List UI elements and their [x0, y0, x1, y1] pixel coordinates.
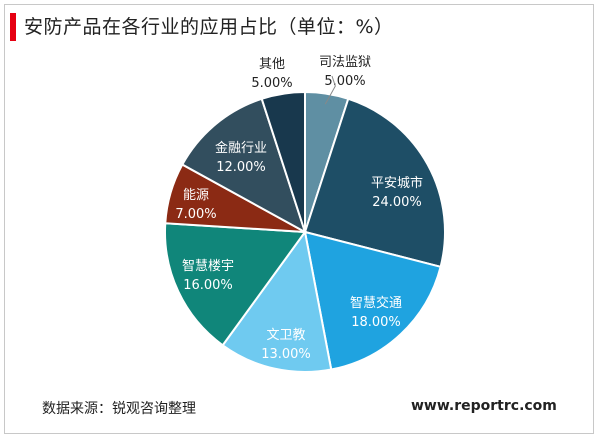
slice-category-label: 司法监狱 — [319, 55, 371, 70]
chart-title: 安防产品在各行业的应用占比（单位：%） — [24, 16, 394, 38]
leader-line — [324, 75, 336, 105]
slice-value-label: 12.00% — [216, 160, 266, 175]
slice-value-label: 5.00% — [324, 74, 365, 89]
slice-category-label: 能源 — [183, 188, 209, 203]
slice-value-label: 24.00% — [372, 195, 422, 210]
slice-category-label: 文卫教 — [266, 327, 305, 343]
pie-slice-7 — [180, 97, 307, 235]
slice-category-label: 智慧交通 — [350, 295, 402, 311]
slice-value-label: 13.00% — [261, 347, 311, 362]
slice-value-label: 5.00% — [251, 76, 292, 91]
pie-slice-5 — [164, 222, 307, 347]
slice-category-label: 其他 — [259, 57, 285, 72]
title-accent-bar — [10, 13, 16, 41]
slice-category-label: 金融行业 — [215, 140, 267, 156]
slice-category-label: 平安城市 — [371, 175, 423, 191]
website-url: www.reportrc.com — [411, 398, 557, 414]
data-source: 数据来源：锐观咨询整理 — [42, 401, 196, 417]
pie-slices — [164, 90, 446, 373]
pie-labels: 司法监狱 5.00% 平安城市 24.00% 智慧交通 18.00% 文卫教 13.00% 智慧… — [175, 55, 423, 362]
slice-value-label: 18.00% — [351, 315, 401, 330]
pie-slice-4 — [221, 229, 333, 373]
slice-category-label: 智慧楼宇 — [182, 258, 234, 274]
pie-slice-2 — [303, 97, 446, 269]
slice-value-label: 7.00% — [175, 207, 216, 222]
slice-value-label: 16.00% — [183, 278, 233, 293]
pie-slice-3 — [303, 230, 442, 371]
pie-slice-8 — [260, 90, 306, 233]
